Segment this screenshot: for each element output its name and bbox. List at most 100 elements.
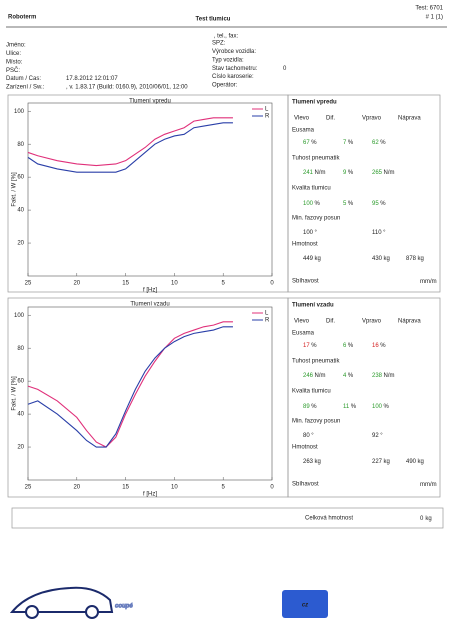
cell-value: 92 [372, 433, 379, 439]
y-tick-label: 40 [17, 412, 24, 418]
contact: , tel., fax: [214, 34, 239, 40]
row-label: Sbíhavost [292, 482, 319, 488]
cell-value: 80 [303, 433, 310, 439]
x-tick-label: 10 [171, 485, 178, 491]
info-label: Místo: [6, 59, 23, 65]
total: 0 kg [420, 516, 432, 522]
cell-value: 430 [372, 256, 383, 262]
cell-unit: ° [383, 230, 386, 236]
cell: 5% [343, 201, 354, 207]
data-line [27, 122, 233, 173]
legend-label: R [265, 318, 270, 324]
document-title: Test tlumicu [196, 17, 231, 23]
y-tick-label: 60 [17, 379, 24, 385]
cell: 16% [372, 343, 386, 349]
row-label: Tuhost pneumatik [292, 156, 340, 162]
chart-title: Tlumení vzadu [130, 302, 169, 308]
cell-unit: mm/m [420, 279, 437, 285]
cell: 89% [303, 404, 317, 410]
data-line [27, 326, 233, 448]
cell-unit: kg [384, 256, 390, 262]
cell: 490 kg [406, 459, 424, 465]
y-tick-label: 100 [14, 109, 25, 115]
cell-value: 100 [372, 404, 383, 410]
cell: 263 kg [303, 459, 321, 465]
row-label: Eusama [292, 331, 315, 337]
cell-unit: kg [418, 256, 424, 262]
column-header: Náprava [398, 116, 421, 122]
test-number: Test: 6701 [415, 6, 443, 12]
panel-frame [287, 297, 441, 498]
column-header: Vlevo [294, 319, 310, 325]
x-tick-label: 5 [222, 485, 226, 491]
cell-unit: N/m [315, 373, 326, 379]
cell-unit: % [311, 404, 317, 410]
x-axis-label: f [Hz] [143, 492, 157, 498]
cell-value: 238 [372, 373, 383, 379]
cell-value: 449 [303, 256, 314, 262]
cell-unit: ° [315, 230, 318, 236]
logo-badge [282, 590, 328, 618]
column-header: Vpravo [362, 319, 382, 325]
cell: 449 kg [303, 256, 321, 262]
column-header: Náprava [398, 319, 421, 325]
x-tick-label: 10 [171, 281, 178, 287]
cell-value: 6 [343, 343, 347, 349]
cell: 241 N/m [303, 170, 326, 176]
y-tick-label: 40 [17, 208, 24, 214]
cell: 4% [343, 373, 354, 379]
column-header: Dif. [326, 116, 335, 122]
x-tick-label: 15 [122, 281, 129, 287]
row-label: Hmotnost [292, 242, 318, 248]
panel-title: Tlumení vzadu [292, 303, 334, 309]
info-label: Ulice: [6, 51, 21, 57]
cell-unit: ° [380, 433, 383, 439]
cell-value: 4 [343, 373, 347, 379]
logo-graphic [9, 586, 328, 619]
cell-value: 265 [372, 170, 383, 176]
data-line [27, 321, 233, 448]
legend-label: L [265, 107, 269, 113]
cell: 92 ° [372, 433, 383, 439]
cell: 11% [343, 404, 357, 410]
x-tick-label: 25 [25, 281, 32, 287]
x-tick-label: 0 [270, 281, 274, 287]
cell-value: 878 [406, 256, 417, 262]
total-label: Celková hmotnost [305, 516, 353, 522]
x-tick-label: 20 [73, 281, 80, 287]
logo-wheel [25, 605, 39, 619]
logo-wheel [85, 605, 99, 619]
column-header: Vpravo [362, 116, 382, 122]
cell: 110 ° [372, 230, 386, 236]
cell: 62% [372, 140, 386, 146]
cell: 7% [343, 140, 354, 146]
cell-value: 241 [303, 170, 314, 176]
x-tick-label: 20 [73, 485, 80, 491]
cell-value: 263 [303, 459, 314, 465]
chart-title: Tlumení vpredu [129, 99, 171, 105]
cell-unit: kg [384, 459, 390, 465]
company-name: Roboterm [8, 15, 36, 21]
x-axis-label: f [Hz] [143, 288, 157, 294]
cell: 100% [372, 404, 390, 410]
row-label: Min. fazovy posun [292, 216, 340, 222]
cell-unit: % [384, 404, 390, 410]
cell-unit: % [348, 170, 354, 176]
cell-value: 95 [372, 201, 379, 207]
info-value: 17.8.2012 12:01:07 [66, 76, 118, 82]
info-label: SPZ: [212, 41, 226, 47]
cell: 80 ° [303, 433, 314, 439]
info-label: Typ vozidla: [212, 57, 244, 63]
cell: 100% [303, 201, 321, 207]
cell-unit: ° [311, 433, 314, 439]
x-tick-label: 25 [25, 485, 32, 491]
x-tick-label: 5 [222, 281, 226, 287]
cell: 100 ° [303, 230, 318, 236]
cell-unit: % [380, 201, 386, 207]
y-tick-label: 60 [17, 175, 24, 181]
cell-value: 110 [372, 230, 382, 236]
cell: mm/m [420, 279, 437, 285]
cell: 95% [372, 201, 386, 207]
